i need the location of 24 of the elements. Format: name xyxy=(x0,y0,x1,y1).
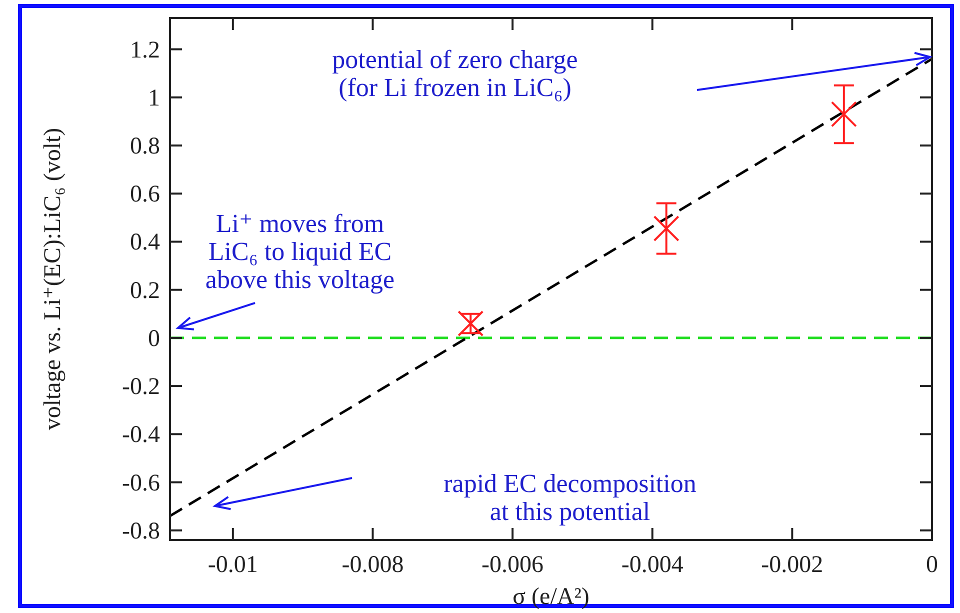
annotation: rapid EC decomposition at this potential xyxy=(444,469,696,526)
y-tick-label: 1.2 xyxy=(130,37,160,64)
y-tick-label: 1 xyxy=(148,85,160,112)
x-tick-label: -0.004 xyxy=(621,552,684,578)
annotation: Li⁺ moves from LiC₆ to liquid EC above this voltage xyxy=(205,209,395,294)
point xyxy=(653,215,680,242)
x-tick-label: -0.002 xyxy=(761,552,824,578)
x-tick-label: -0.006 xyxy=(482,552,544,578)
y-tick-label: -0.8 xyxy=(122,518,160,544)
y-tick-label: -0.6 xyxy=(122,470,160,496)
x-tick-label: -0.008 xyxy=(342,552,404,578)
y-tick-label: 0.6 xyxy=(130,182,160,208)
y-tick-label: -0.2 xyxy=(122,374,160,400)
y-axis-title: voltage vs. Li⁺(EC):LiC₆ (volt) xyxy=(40,128,66,430)
y-tick-label: -0.4 xyxy=(122,422,160,448)
y-tick-label: 0.2 xyxy=(130,278,160,304)
y-tick-label: 0.8 xyxy=(130,133,160,160)
point xyxy=(830,101,857,128)
y-tick-label: 0.4 xyxy=(130,230,160,256)
x-tick-label: 0 xyxy=(926,552,938,578)
y-tick-label: 0 xyxy=(148,326,160,352)
x-axis-title: σ (e/A²) xyxy=(512,584,590,610)
annotation: potential of zero charge (for Li frozen in LiC₆) xyxy=(332,45,578,102)
x-tick-label: -0.01 xyxy=(208,552,258,578)
